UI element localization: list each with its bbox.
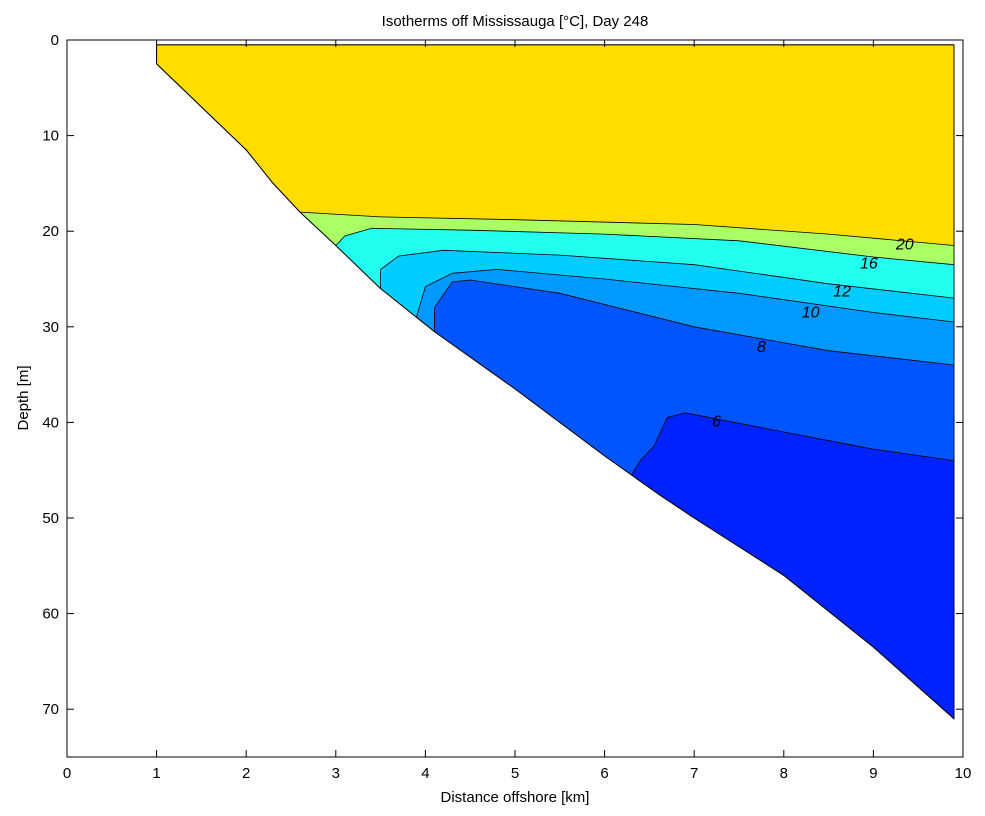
isotherm-8 [434, 279, 955, 366]
chart-title: Isotherms off Mississauga [°C], Day 248 [382, 13, 649, 30]
x-axis-label: Distance offshore [km] [441, 789, 590, 806]
y-axis-label: Depth [m] [15, 365, 32, 430]
band-below-6 [631, 412, 954, 719]
x-axis-ticks: 0 1 2 3 4 5 6 7 8 9 10 [63, 40, 972, 782]
isotherm-label-6: 6 [712, 413, 721, 430]
isotherm-labels: 20 16 12 10 8 6 [712, 237, 914, 431]
isotherm-label-16: 16 [860, 256, 878, 273]
isotherm-16 [335, 227, 955, 266]
x-tick-label: 5 [511, 765, 519, 782]
isotherm-12 [380, 249, 955, 299]
x-tick-label: 3 [332, 765, 340, 782]
isotherm-label-8: 8 [757, 339, 766, 356]
x-tick-label: 2 [242, 765, 250, 782]
y-tick-label: 40 [42, 414, 59, 431]
y-tick-label: 30 [42, 319, 59, 336]
y-axis-ticks: 0 10 20 30 40 50 60 70 [42, 32, 963, 718]
x-tick-label: 4 [421, 765, 429, 782]
y-tick-label: 0 [51, 32, 59, 49]
isotherm-lines [156, 44, 955, 720]
x-tick-label: 1 [152, 765, 160, 782]
y-tick-label: 70 [42, 701, 59, 718]
x-tick-label: 0 [63, 765, 71, 782]
x-tick-label: 10 [955, 765, 972, 782]
y-tick-label: 60 [42, 606, 59, 623]
isotherm-label-20: 20 [895, 237, 914, 254]
isotherm-20 [299, 211, 955, 246]
contour-fills [156, 44, 955, 720]
x-tick-label: 6 [600, 765, 608, 782]
isotherm-6 [631, 412, 955, 476]
x-tick-label: 7 [690, 765, 698, 782]
isotherm-label-10: 10 [802, 305, 820, 322]
y-tick-label: 10 [42, 128, 59, 145]
isotherm-label-12: 12 [833, 283, 851, 300]
x-tick-label: 8 [780, 765, 788, 782]
y-tick-label: 20 [42, 223, 59, 240]
isotherm-10 [415, 268, 955, 332]
lake-bottom-line [156, 63, 955, 720]
x-tick-label: 9 [869, 765, 877, 782]
y-tick-label: 50 [42, 510, 59, 527]
